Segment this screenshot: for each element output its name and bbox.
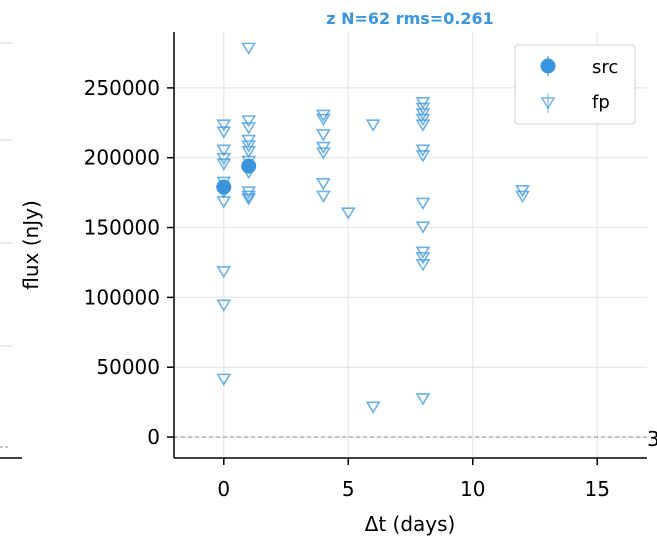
fp-point	[216, 144, 232, 157]
x-ticks: 0 5 10 15	[217, 458, 610, 501]
y-tick-label: 250000	[84, 76, 160, 100]
y-tick-label: 50000	[96, 355, 160, 379]
legend: src fp	[514, 44, 636, 125]
fp-point	[515, 190, 530, 203]
chart-title: z N=62 rms=0.261	[326, 9, 494, 28]
legend-fp-label: fp	[592, 92, 610, 113]
data-markers	[216, 42, 530, 414]
fp-point	[415, 221, 431, 234]
y-tick-label: 150000	[84, 216, 160, 240]
fp-point	[415, 197, 431, 210]
fp-point	[216, 196, 232, 209]
fp-point	[216, 158, 232, 171]
fp-point	[241, 122, 257, 135]
legend-src-label: src	[592, 57, 618, 78]
legend-fp-marker	[540, 93, 556, 113]
fp-point	[241, 115, 257, 128]
fp-point	[315, 109, 331, 122]
fp-point	[241, 145, 257, 159]
fp-point	[216, 176, 232, 190]
fp-point	[315, 178, 331, 191]
fp-point	[340, 207, 356, 220]
fp-point	[216, 126, 232, 139]
x-tick-label: 15	[584, 477, 609, 501]
y-axis-label: flux (nJy)	[19, 200, 43, 289]
fp-point	[415, 150, 431, 163]
neighbor-panel-fragment	[0, 42, 22, 459]
fp-point	[415, 393, 431, 406]
y-tick-label: 0	[147, 425, 160, 449]
fp-point	[365, 119, 381, 132]
fp-point	[241, 155, 257, 169]
fp-point	[216, 299, 232, 312]
fp-point	[216, 119, 232, 132]
y-tick-label: 200000	[84, 146, 160, 170]
clipped-edge-label: 3	[647, 427, 657, 451]
legend-src-marker	[540, 56, 556, 76]
fp-point	[315, 113, 331, 127]
x-axis-label: Δt (days)	[365, 512, 456, 536]
x-tick-label: 5	[342, 477, 355, 501]
fp-point	[315, 190, 331, 203]
fp-point	[365, 401, 381, 414]
fp-point	[315, 129, 331, 142]
x-tick-label: 0	[217, 477, 230, 501]
y-tick-label: 100000	[84, 285, 160, 309]
fp-point	[415, 259, 431, 272]
fp-point	[241, 193, 257, 206]
fp-point	[241, 190, 257, 203]
fp-point	[216, 266, 232, 279]
fp-point	[241, 166, 257, 180]
fp-point	[241, 186, 257, 199]
fp-point	[216, 186, 232, 199]
x-tick-label: 10	[460, 477, 485, 501]
fp-point	[241, 42, 257, 55]
fp-point	[315, 147, 331, 160]
fp-point	[415, 119, 431, 132]
fp-point	[216, 373, 232, 386]
y-ticks: 0 50000 100000 150000 200000 250000	[84, 76, 174, 449]
fp-point	[415, 252, 431, 265]
